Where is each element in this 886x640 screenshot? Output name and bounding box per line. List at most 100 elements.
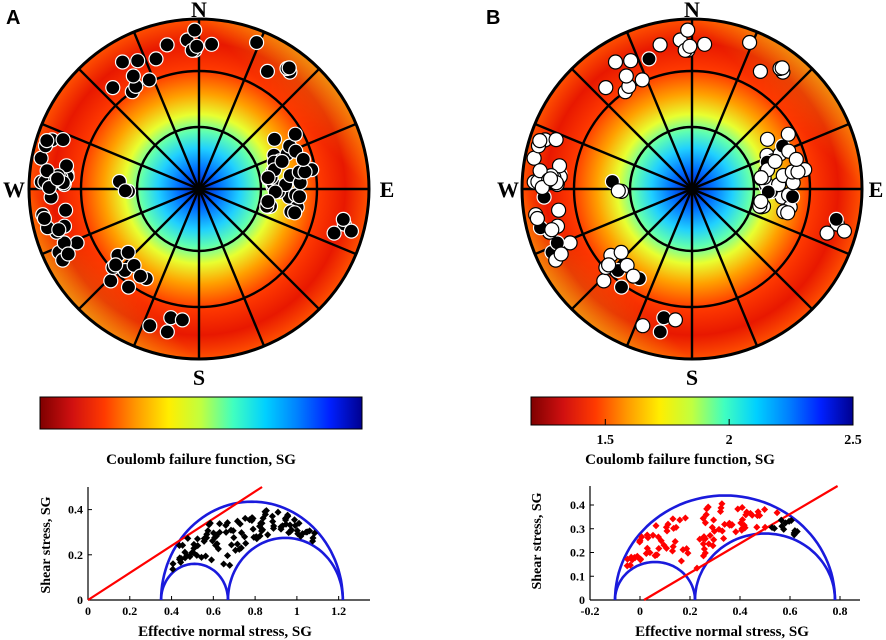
stereonet-a-pole-marker — [297, 164, 313, 180]
mohr-a-ytick-label: 0.2 — [68, 548, 83, 562]
mohr-a-data-point — [287, 526, 295, 534]
mohr-a-data-point — [208, 537, 217, 545]
mohr-a-data-point — [237, 529, 246, 537]
mohr-a-data-point — [190, 540, 198, 548]
stereonet-a-pole-marker — [58, 158, 75, 174]
mohr-a-data-point — [293, 527, 301, 535]
mohr-b-data-point — [693, 564, 701, 572]
mohr-a-data-point — [291, 522, 299, 530]
stereonet-b-pole-marker — [553, 246, 569, 262]
mohr-a-data-point — [207, 556, 216, 564]
stereonet-b-pole-marker — [790, 164, 806, 180]
mohr-b-data-point — [649, 531, 657, 539]
mohr-b-ytick-label: 0 — [579, 593, 585, 607]
stereonet-a-pole-marker — [187, 22, 203, 38]
mohr-a-ytick-label: 0 — [77, 593, 83, 607]
mohr-b-ylabel: Shear stress, SG — [530, 492, 545, 589]
mohr-a-data-point — [222, 528, 230, 536]
mohr-b-data-point — [701, 535, 709, 543]
stereonet-b-pole-marker — [680, 22, 696, 38]
mohr-a-data-point — [169, 565, 177, 573]
mohr-a-failure-line — [87, 486, 263, 601]
mohr-b-data-point — [778, 522, 786, 530]
mohr-a-data-point — [277, 523, 285, 531]
mohr-a-data-point — [216, 520, 224, 528]
compass-west-a: W — [3, 177, 25, 202]
panel-label-a: A — [6, 7, 20, 29]
stereonet-b-pole-marker — [532, 163, 548, 179]
mohr-b-data-point — [677, 557, 685, 565]
stereonet-b-pole-marker — [613, 279, 630, 295]
mohr-b-mohr-circle-large — [613, 494, 837, 601]
colorbar-b-tick-label: 2 — [726, 433, 733, 448]
mohr-a-data-point — [264, 531, 272, 539]
stereonet-b-pole-marker — [836, 223, 853, 239]
mohr-a-ylabel: Shear stress, SG — [39, 496, 54, 593]
mohr-a-data-point — [249, 514, 257, 523]
mohr-a-data-point — [226, 561, 234, 569]
stereonet-b-pole-marker — [598, 79, 614, 96]
mohr-b-data-point — [761, 523, 769, 531]
stereonet-b-pole-marker — [652, 37, 668, 53]
mohr-a-data-point — [220, 560, 228, 568]
mohr-a-data-point — [183, 552, 191, 560]
stereonet-b-pole-marker — [753, 193, 769, 210]
mohr-a-data-point — [236, 520, 244, 528]
stereonet-a: N S E W — [3, 0, 394, 390]
stereonet-a-spoke — [41, 122, 357, 256]
stereonet-b-pole-marker — [741, 34, 758, 51]
mohr-b-data-point — [702, 511, 710, 519]
stereonet-a-pole-marker — [159, 324, 175, 340]
mohr-b-data-point — [704, 503, 712, 511]
stereonet-b-pole-marker — [774, 60, 790, 76]
stereonet-a-pole-marker — [57, 202, 74, 218]
mohr-a-xtick-label: 0 — [85, 604, 91, 618]
stereonet-a-pole-marker — [132, 268, 148, 284]
mohr-plot-b: Shear stress, SG Effective normal stress… — [530, 485, 860, 640]
mohr-b-xtick-label: 0.8 — [833, 604, 848, 618]
stereonet-b-pole-marker — [759, 131, 776, 147]
mohr-b-xtick-label: -0.2 — [581, 604, 600, 618]
stereonet-a-pole-marker — [260, 193, 276, 210]
stereonet-b-pole-marker — [529, 210, 546, 227]
mohr-b-xtick-label: 0.4 — [733, 604, 748, 618]
stereonet-a-pole-marker — [39, 163, 55, 179]
mohr-b-data-point — [777, 516, 785, 524]
mohr-b-xtick-label: 0.2 — [683, 604, 698, 618]
mohr-b-data-point — [671, 537, 679, 546]
colorbar-a-label: Coulomb failure function, SG — [106, 452, 296, 468]
mohr-a-data-point — [177, 555, 185, 563]
stereonet-a-pole-marker — [125, 68, 141, 84]
mohr-a-mohr-circle-right — [226, 536, 345, 600]
mohr-b-xtick-label: 0 — [637, 604, 643, 618]
stereonet-a-pole-marker — [141, 72, 157, 88]
stereonet-a-pole-marker — [274, 153, 290, 170]
mohr-a-data-point — [259, 514, 267, 522]
stereonet-a-pole-marker — [60, 246, 76, 262]
mohr-a-xlabel: Effective normal stress, SG — [138, 624, 312, 640]
mohr-b-data-point — [652, 522, 660, 530]
mohr-b-data-point — [753, 523, 761, 531]
mohr-a-data-point — [227, 541, 236, 549]
mohr-a-ytick-label: 0.4 — [68, 503, 83, 517]
mohr-a-data-point — [281, 514, 290, 523]
stereonet-a-pole-marker — [49, 171, 66, 187]
mohr-a-data-point — [298, 530, 307, 538]
mohr-b-data-point — [637, 555, 645, 563]
mohr-b-data-point — [636, 538, 644, 546]
stereonet-a-pole-marker — [326, 225, 342, 241]
mohr-a-data-point — [230, 534, 238, 542]
stereonet-a-pole-marker — [117, 183, 133, 199]
mohr-b-data-point — [628, 556, 636, 564]
stereonet-a-pole-marker — [105, 79, 121, 96]
mohr-a-data-point — [309, 534, 317, 542]
compass-east-b: E — [869, 177, 884, 202]
mohr-b-mohr-circle-left — [613, 560, 697, 601]
colorbar-b-tick-label: 2.5 — [844, 433, 862, 448]
mohr-b-data-point — [773, 509, 781, 517]
mohr-b-data-point — [748, 511, 756, 519]
stereonet-b-pole-marker — [532, 133, 548, 149]
mohr-b-data-point — [662, 544, 671, 552]
mohr-b-data-point — [754, 508, 762, 516]
stereonet-a-pole-marker — [51, 222, 67, 238]
